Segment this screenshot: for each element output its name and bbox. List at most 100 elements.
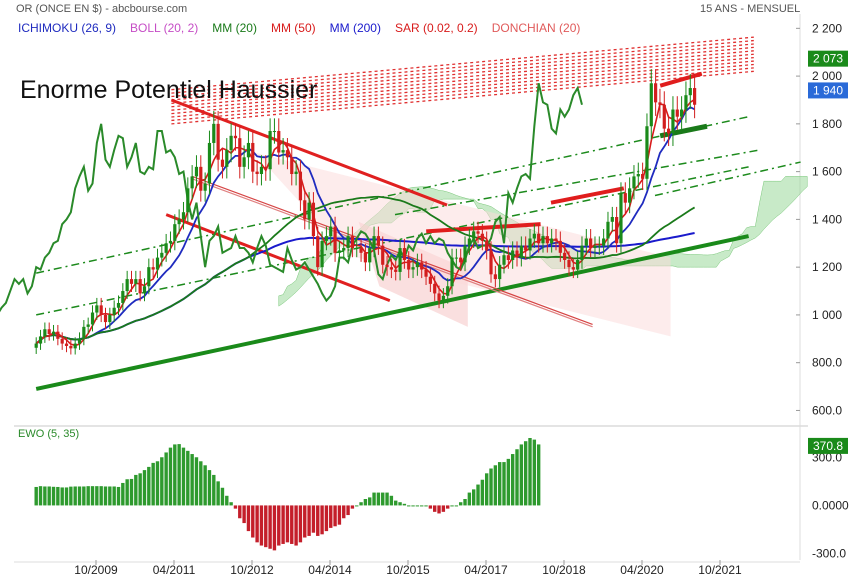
green-dashdot-line (654, 161, 801, 197)
ewo-bar (437, 505, 441, 514)
candle-body (519, 245, 523, 258)
ewo-bar (311, 505, 316, 533)
ewo-bar (242, 505, 246, 524)
price-label-box (808, 50, 848, 67)
candle-body (502, 255, 506, 265)
candle-body (251, 142, 255, 172)
candle-body (472, 231, 476, 239)
legend-entry: ICHIMOKU (26, 9) (18, 21, 117, 35)
candle-body (264, 166, 268, 170)
candle-body (199, 166, 203, 191)
ewo-bar (233, 505, 238, 509)
y-tick-label: 2 200 (812, 21, 842, 35)
ewo-bar (277, 505, 281, 546)
ewo-bar (82, 486, 86, 506)
ewo-last-value-box (808, 437, 848, 454)
legend-entry: MM (200) (329, 21, 381, 35)
ewo-bar (519, 444, 524, 506)
candle-body (86, 324, 90, 327)
ewo-bar (151, 462, 155, 506)
ewo-bar (177, 444, 181, 506)
candle-body (602, 238, 606, 246)
ewo-bars-group (34, 438, 541, 551)
ewo-bar (264, 505, 268, 548)
ewo-bar (112, 486, 116, 506)
legend-entry: BOLL (20, 2) (130, 21, 199, 35)
candle-body (563, 252, 567, 260)
candle-body (576, 259, 580, 270)
ewo-bar (116, 486, 121, 506)
ewo-bar (407, 505, 411, 507)
ewo-bar (476, 484, 480, 506)
ewo-bar (99, 486, 103, 506)
ewo-bar (229, 502, 233, 506)
candle-body (385, 264, 389, 268)
ewo-bar (212, 474, 216, 506)
ewo-bar (238, 505, 242, 519)
ewo-bar (363, 499, 368, 506)
candle-body (411, 267, 415, 270)
candle-body (242, 157, 246, 167)
ewo-bar (251, 505, 255, 538)
candle-body (207, 142, 212, 184)
ewo-bar (290, 505, 294, 544)
legend-entry: SAR (0.02, 0.2) (394, 21, 478, 35)
candle-body (359, 248, 363, 253)
ewo-bar (324, 505, 329, 532)
dashed-channel-line (171, 36, 754, 91)
candle-body (446, 286, 450, 296)
candle-body (480, 233, 484, 241)
dashed-channel-line (171, 70, 754, 125)
ewo-bar (523, 441, 528, 506)
candle-body (134, 279, 138, 284)
candle-body (164, 243, 168, 253)
candle-body (138, 279, 142, 294)
ewo-bar (164, 452, 168, 506)
candle-body (268, 131, 272, 170)
candle-body (294, 171, 298, 175)
ewo-bar (458, 502, 463, 506)
mm20-line (35, 195, 696, 345)
candle-body (693, 88, 697, 105)
candle-body (541, 236, 545, 244)
ewo-bar (411, 505, 415, 507)
ewo-bar (454, 505, 459, 507)
candle-body (69, 345, 73, 349)
ewo-bar (441, 505, 446, 512)
y-tick-label: 1 000 (812, 308, 842, 322)
resistance-bar (426, 222, 541, 234)
resistance-channel-line (170, 98, 448, 207)
candle-body (160, 252, 164, 258)
candle-body (290, 157, 294, 175)
ewo-bar (372, 492, 376, 506)
ewo-bar (471, 489, 476, 506)
y-tick-label: 600.0 (812, 403, 842, 417)
ewo-bar (142, 470, 147, 506)
ewo-bar (415, 505, 420, 507)
candle-body (428, 276, 432, 284)
candle-body (654, 83, 658, 103)
indicator-legend: ICHIMOKU (26, 9) BOLL (20, 2) MM (20) MM (5… (18, 21, 594, 35)
support-bar (659, 123, 708, 139)
candle-body (476, 231, 480, 234)
ewo-bar (333, 505, 337, 527)
candle-body (545, 236, 549, 244)
candle-body (593, 245, 597, 249)
green-dashdot-line (36, 115, 749, 274)
ewo-bar (424, 505, 428, 507)
candle-body (64, 343, 69, 346)
chart-period: 15 ANS - MENSUEL (700, 3, 801, 15)
ewo-bar (73, 486, 77, 506)
ewo-bar (207, 470, 212, 506)
ewo-bar (337, 505, 342, 525)
ewo-bar (433, 505, 437, 512)
candle-body (186, 188, 190, 213)
dashed-channel-line (171, 60, 754, 115)
green-dashdot-line (394, 149, 760, 216)
ewo-bar (216, 481, 220, 506)
candle-body (628, 188, 632, 203)
candle-body (402, 248, 406, 260)
dashed-channel-line (171, 46, 754, 101)
candle-body (420, 262, 424, 270)
ewo-bar (484, 473, 489, 506)
